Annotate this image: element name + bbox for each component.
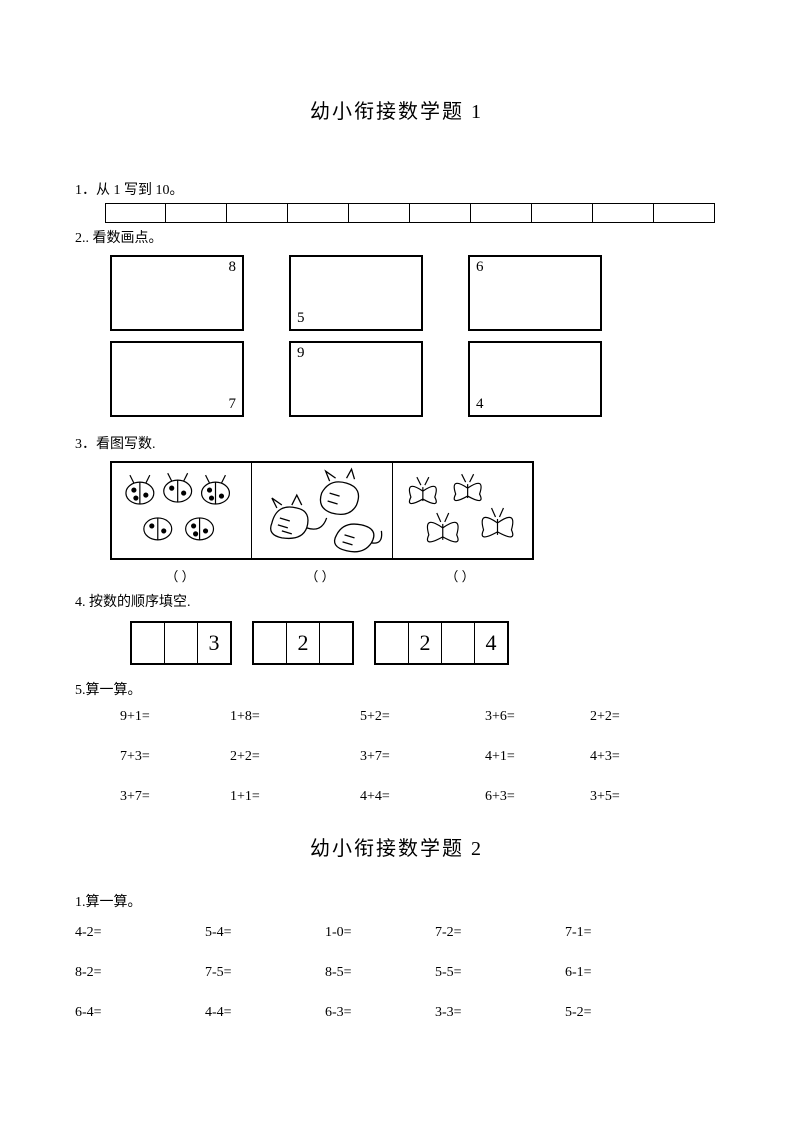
dot-box-number: 6 bbox=[476, 259, 484, 276]
dot-box[interactable]: 5 bbox=[289, 255, 423, 331]
dot-box-number: 8 bbox=[229, 259, 237, 276]
worksheet-title-2: 幼小衔接数学题 2 bbox=[75, 832, 718, 861]
arith-item[interactable]: 4+3= bbox=[590, 749, 620, 765]
dot-box-number: 7 bbox=[229, 396, 237, 413]
q5-label: 5.算一算。 bbox=[75, 679, 718, 699]
q1-write-boxes[interactable] bbox=[105, 203, 718, 223]
q1-cell[interactable] bbox=[471, 203, 532, 223]
arith-item[interactable]: 1-0= bbox=[325, 925, 352, 941]
arith-item[interactable]: 8-5= bbox=[325, 965, 352, 981]
worksheet-title-1: 幼小衔接数学题 1 bbox=[75, 95, 718, 124]
arith-item[interactable]: 7-1= bbox=[565, 925, 592, 941]
arith-item[interactable]: 3+7= bbox=[120, 789, 150, 805]
dot-box[interactable]: 9 bbox=[289, 341, 423, 417]
pic-ladybugs bbox=[112, 463, 252, 558]
q1-cell[interactable] bbox=[288, 203, 349, 223]
q1-cell[interactable] bbox=[410, 203, 471, 223]
seq-cell[interactable] bbox=[442, 623, 475, 663]
seq-cell[interactable]: 2 bbox=[409, 623, 442, 663]
seq-cell[interactable] bbox=[376, 623, 409, 663]
arith-item[interactable]: 5-4= bbox=[205, 925, 232, 941]
q1-cell[interactable] bbox=[532, 203, 593, 223]
arith-item[interactable]: 4+4= bbox=[360, 789, 390, 805]
q1-cell[interactable] bbox=[166, 203, 227, 223]
q3-blank[interactable]: （ ） bbox=[110, 566, 250, 585]
arith-item[interactable]: 4+1= bbox=[485, 749, 515, 765]
q1-label: 1．从 1 写到 10。 bbox=[75, 179, 718, 199]
seq-cell[interactable]: 4 bbox=[475, 623, 507, 663]
seq-cell[interactable]: 3 bbox=[198, 623, 230, 663]
dot-box-number: 9 bbox=[297, 345, 305, 362]
q3-answer-row[interactable]: （ ） （ ） （ ） bbox=[110, 566, 530, 585]
arith-item[interactable]: 7+3= bbox=[120, 749, 150, 765]
q4-sequence: 3224 bbox=[130, 621, 718, 665]
dot-box[interactable]: 8 bbox=[110, 255, 244, 331]
q2-dot-grid: 8 5 6 7 9 4 bbox=[110, 255, 718, 427]
arith-item[interactable]: 1+8= bbox=[230, 709, 260, 725]
arith-item[interactable]: 6-3= bbox=[325, 1005, 352, 1021]
arith-item[interactable]: 8-2= bbox=[75, 965, 102, 981]
arith-item[interactable]: 4-2= bbox=[75, 925, 102, 941]
arith-item[interactable]: 3+5= bbox=[590, 789, 620, 805]
seq-group[interactable]: 3 bbox=[130, 621, 232, 665]
arith-item[interactable]: 6-1= bbox=[565, 965, 592, 981]
seq-cell[interactable] bbox=[165, 623, 198, 663]
arith-item[interactable]: 2+2= bbox=[230, 749, 260, 765]
arith-item[interactable]: 1+1= bbox=[230, 789, 260, 805]
q3-blank[interactable]: （ ） bbox=[390, 566, 530, 585]
q3-label: 3．看图写数. bbox=[75, 433, 718, 453]
q1-cell[interactable] bbox=[654, 203, 715, 223]
dot-box[interactable]: 6 bbox=[468, 255, 602, 331]
arith-item[interactable]: 2+2= bbox=[590, 709, 620, 725]
pic-butterflies bbox=[393, 463, 532, 558]
seq-group[interactable]: 2 bbox=[252, 621, 354, 665]
q5-arithmetic: 9+1= 1+8= 5+2= 3+6= 2+2= 7+3= 2+2= 3+7= 4+1= 4+3=… bbox=[75, 709, 718, 807]
arith-item[interactable]: 5+2= bbox=[360, 709, 390, 725]
seq-group[interactable]: 24 bbox=[374, 621, 509, 665]
q1-cell[interactable] bbox=[105, 203, 166, 223]
seq-cell[interactable] bbox=[254, 623, 287, 663]
arith-item[interactable]: 3-3= bbox=[435, 1005, 462, 1021]
dot-box-number: 4 bbox=[476, 396, 484, 413]
q4-label: 4. 按数的顺序填空. bbox=[75, 591, 718, 611]
seq-cell[interactable] bbox=[132, 623, 165, 663]
dot-box-number: 5 bbox=[297, 310, 305, 327]
arith-item[interactable]: 7-2= bbox=[435, 925, 462, 941]
arith-item[interactable]: 9+1= bbox=[120, 709, 150, 725]
q3-picture-row bbox=[110, 461, 534, 560]
arith-item[interactable]: 7-5= bbox=[205, 965, 232, 981]
q6-label: 1.算一算。 bbox=[75, 891, 718, 911]
q1-cell[interactable] bbox=[593, 203, 654, 223]
arith-item[interactable]: 3+7= bbox=[360, 749, 390, 765]
q1-cell[interactable] bbox=[349, 203, 410, 223]
arith-item[interactable]: 5-2= bbox=[565, 1005, 592, 1021]
arith-item[interactable]: 6-4= bbox=[75, 1005, 102, 1021]
dot-box[interactable]: 7 bbox=[110, 341, 244, 417]
seq-cell[interactable] bbox=[320, 623, 352, 663]
q3-blank[interactable]: （ ） bbox=[250, 566, 390, 585]
arith-item[interactable]: 5-5= bbox=[435, 965, 462, 981]
arith-item[interactable]: 3+6= bbox=[485, 709, 515, 725]
q6-arithmetic: 4-2= 5-4= 1-0= 7-2= 7-1= 8-2= 7-5= 8-5= 5-5= 6-1=… bbox=[75, 925, 718, 1023]
dot-box[interactable]: 4 bbox=[468, 341, 602, 417]
seq-cell[interactable]: 2 bbox=[287, 623, 320, 663]
arith-item[interactable]: 6+3= bbox=[485, 789, 515, 805]
arith-item[interactable]: 4-4= bbox=[205, 1005, 232, 1021]
q2-label: 2.. 看数画点。 bbox=[75, 227, 718, 247]
q1-cell[interactable] bbox=[227, 203, 288, 223]
pic-cats bbox=[252, 463, 392, 558]
